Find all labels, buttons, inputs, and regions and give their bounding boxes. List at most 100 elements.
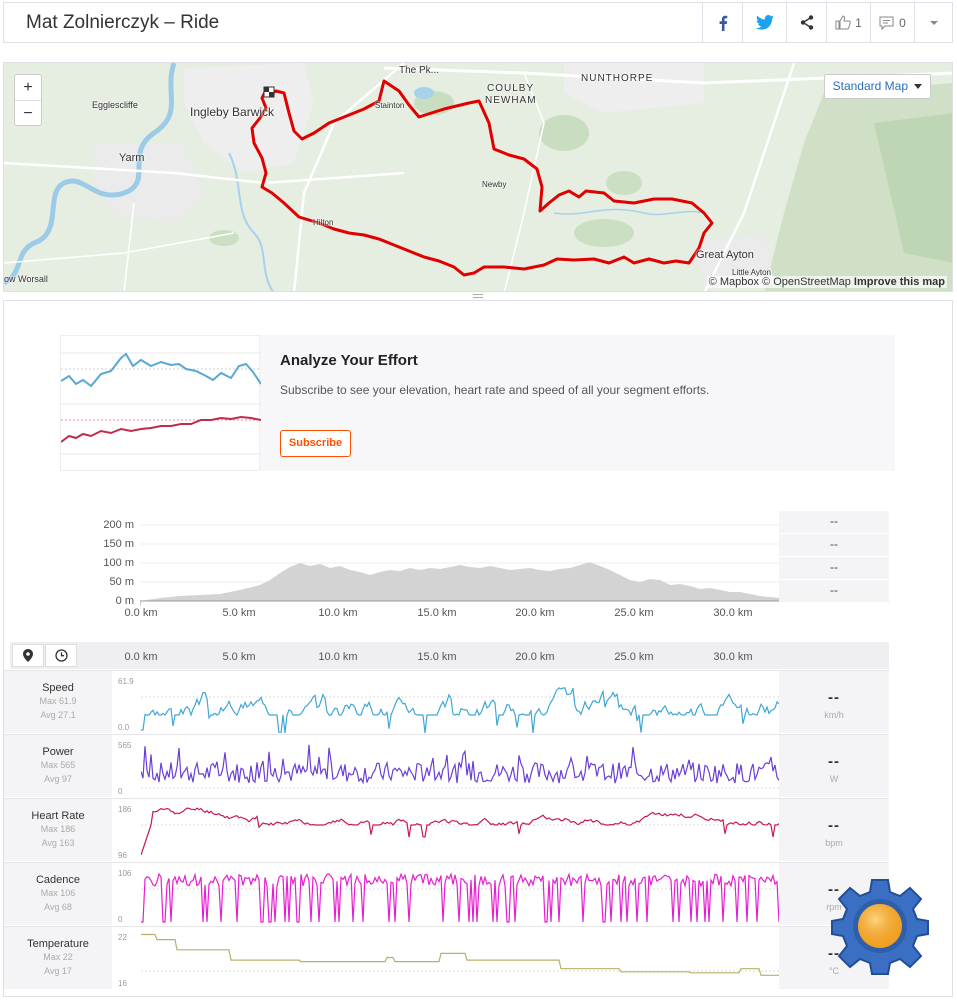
- stream-axis-bottom: 0: [118, 915, 123, 924]
- upsell-preview-image: [60, 335, 262, 471]
- analysis-panel: [3, 301, 953, 997]
- stream-value: --: [828, 753, 840, 770]
- stream-value-panel: -- bpm: [779, 799, 889, 861]
- comments-button[interactable]: 0: [870, 3, 914, 42]
- stream-name: Power: [42, 746, 74, 758]
- distance-mode-button[interactable]: [12, 644, 44, 667]
- stream-row-temperature[interactable]: Temperature Max 22 Avg 17 22 16 -- °C: [4, 926, 889, 989]
- stream-axis-top: 186: [118, 805, 132, 814]
- stream-label: Temperature Max 22 Avg 17: [4, 927, 112, 989]
- stream-row-power[interactable]: Power Max 565 Avg 97 565 0 -- W: [4, 734, 889, 797]
- map-label: NEWHAM: [485, 95, 537, 106]
- elev-x-tick: 25.0 km: [614, 607, 654, 619]
- map-style-select[interactable]: Standard Map: [823, 74, 931, 99]
- stream-value-panel: -- W: [779, 735, 889, 797]
- stream-name: Temperature: [27, 938, 89, 950]
- streams-x-tick: 10.0 km: [318, 651, 358, 663]
- stream-max: Max 61.9: [39, 696, 77, 706]
- zoom-out-button[interactable]: −: [15, 100, 41, 125]
- map-zoom-controls: + −: [14, 74, 42, 126]
- temperature-stream-chart[interactable]: [141, 929, 779, 989]
- elevation-side-values: -- -- -- --: [779, 510, 889, 602]
- map-label: Great Ayton: [696, 249, 754, 261]
- stream-line: [141, 807, 779, 856]
- zoom-in-button[interactable]: +: [23, 79, 33, 96]
- comment-icon: [879, 16, 894, 30]
- elevation-side-value: --: [779, 556, 889, 579]
- stream-avg: Avg 27.1: [40, 710, 76, 720]
- route-map[interactable]: The Pk... NUNTHORPE COULBY NEWHAM Eggles…: [3, 62, 953, 292]
- gear-icon[interactable]: [830, 876, 930, 976]
- subscribe-button[interactable]: Subscribe: [280, 430, 351, 457]
- stream-avg: Avg 17: [44, 966, 72, 976]
- stream-label: Cadence Max 106 Avg 68: [4, 863, 112, 925]
- map-label: Yarm: [119, 152, 145, 164]
- speed-stream-chart[interactable]: [141, 673, 779, 733]
- stream-value: --: [828, 881, 840, 898]
- stream-row-cadence[interactable]: Cadence Max 106 Avg 68 106 0 -- rpm: [4, 862, 889, 925]
- thumbs-up-icon: [835, 15, 851, 30]
- heart-rate-stream-chart[interactable]: [141, 801, 779, 861]
- divider: [3, 300, 953, 301]
- elevation-side-value: --: [779, 510, 889, 533]
- map-label: Newby: [482, 180, 507, 189]
- streams-x-tick: 5.0 km: [222, 651, 256, 663]
- twitter-share-button[interactable]: [742, 3, 786, 42]
- map-label: Hilton: [313, 218, 334, 227]
- stream-axis-top: 61.9: [118, 677, 134, 686]
- elev-y-tick: 150 m: [103, 538, 134, 550]
- elevation-profile[interactable]: [140, 510, 780, 610]
- elev-y-tick: 0 m: [115, 595, 134, 607]
- elev-x-tick: 30.0 km: [713, 607, 753, 619]
- stream-axis-top: 22: [118, 933, 127, 942]
- osm-attribution-link[interactable]: © OpenStreetMap: [762, 276, 851, 288]
- mapbox-attribution-link[interactable]: © Mapbox: [708, 276, 759, 288]
- facebook-share-button[interactable]: [702, 3, 742, 42]
- elev-y-tick: 200 m: [103, 519, 134, 531]
- stream-row-speed[interactable]: Speed Max 61.9 Avg 27.1 61.9 0.0 -- km/h: [4, 670, 889, 733]
- stream-line: [141, 744, 779, 785]
- stream-name: Cadence: [35, 874, 81, 886]
- stream-max: Max 186: [40, 824, 76, 834]
- elev-x-tick: 0.0 km: [124, 607, 158, 619]
- stream-label: Power Max 565 Avg 97: [4, 735, 112, 797]
- stream-unit: bpm: [825, 838, 843, 848]
- activity-header: Mat Zolnierczyk – Ride 1 0: [3, 2, 953, 43]
- stream-row-heart-rate[interactable]: Heart Rate Max 186 Avg 163 186 96 -- bpm: [4, 798, 889, 861]
- more-actions-dropdown[interactable]: [914, 3, 952, 42]
- stream-line: [141, 687, 779, 733]
- map-style-label: Standard Map: [832, 79, 908, 93]
- share-button[interactable]: [786, 3, 826, 42]
- upsell-body: Subscribe to see your elevation, heart r…: [280, 383, 710, 397]
- elev-x-tick: 10.0 km: [318, 607, 358, 619]
- stream-line: [141, 872, 779, 923]
- streams-x-tick: 0.0 km: [124, 651, 158, 663]
- stream-label: Heart Rate Max 186 Avg 163: [4, 799, 112, 861]
- map-pin-icon: [23, 649, 33, 662]
- stream-max: Max 565: [40, 760, 76, 770]
- stream-name: Speed: [42, 682, 74, 694]
- stream-avg: Avg 163: [41, 838, 75, 848]
- time-mode-button[interactable]: [45, 644, 77, 667]
- improve-map-link[interactable]: Improve this map: [853, 276, 945, 288]
- streams-x-tick: 30.0 km: [713, 651, 753, 663]
- map-resize-handle[interactable]: [473, 294, 483, 298]
- elevation-side-value: --: [779, 579, 889, 602]
- map-label: Egglescliffe: [92, 100, 138, 110]
- kudos-button[interactable]: 1: [826, 3, 870, 42]
- map-label: The Pk...: [399, 65, 440, 76]
- stream-unit: rpm: [826, 902, 842, 912]
- cadence-stream-chart[interactable]: [141, 865, 779, 925]
- streams-x-tick: 25.0 km: [614, 651, 654, 663]
- comment-count: 0: [899, 15, 906, 30]
- stream-axis-bottom: 0: [118, 787, 123, 796]
- streams-x-tick: 20.0 km: [515, 651, 555, 663]
- map-label: Little Ayton: [732, 268, 771, 277]
- stream-line: [141, 933, 779, 976]
- map-attribution: © Mapbox © OpenStreetMap Improve this ma…: [706, 276, 947, 288]
- map-label: Stainton: [375, 101, 405, 110]
- power-stream-chart[interactable]: [141, 737, 779, 797]
- share-icon: [800, 15, 813, 30]
- stream-max: Max 106: [40, 888, 76, 898]
- stream-axis-top: 565: [118, 741, 132, 750]
